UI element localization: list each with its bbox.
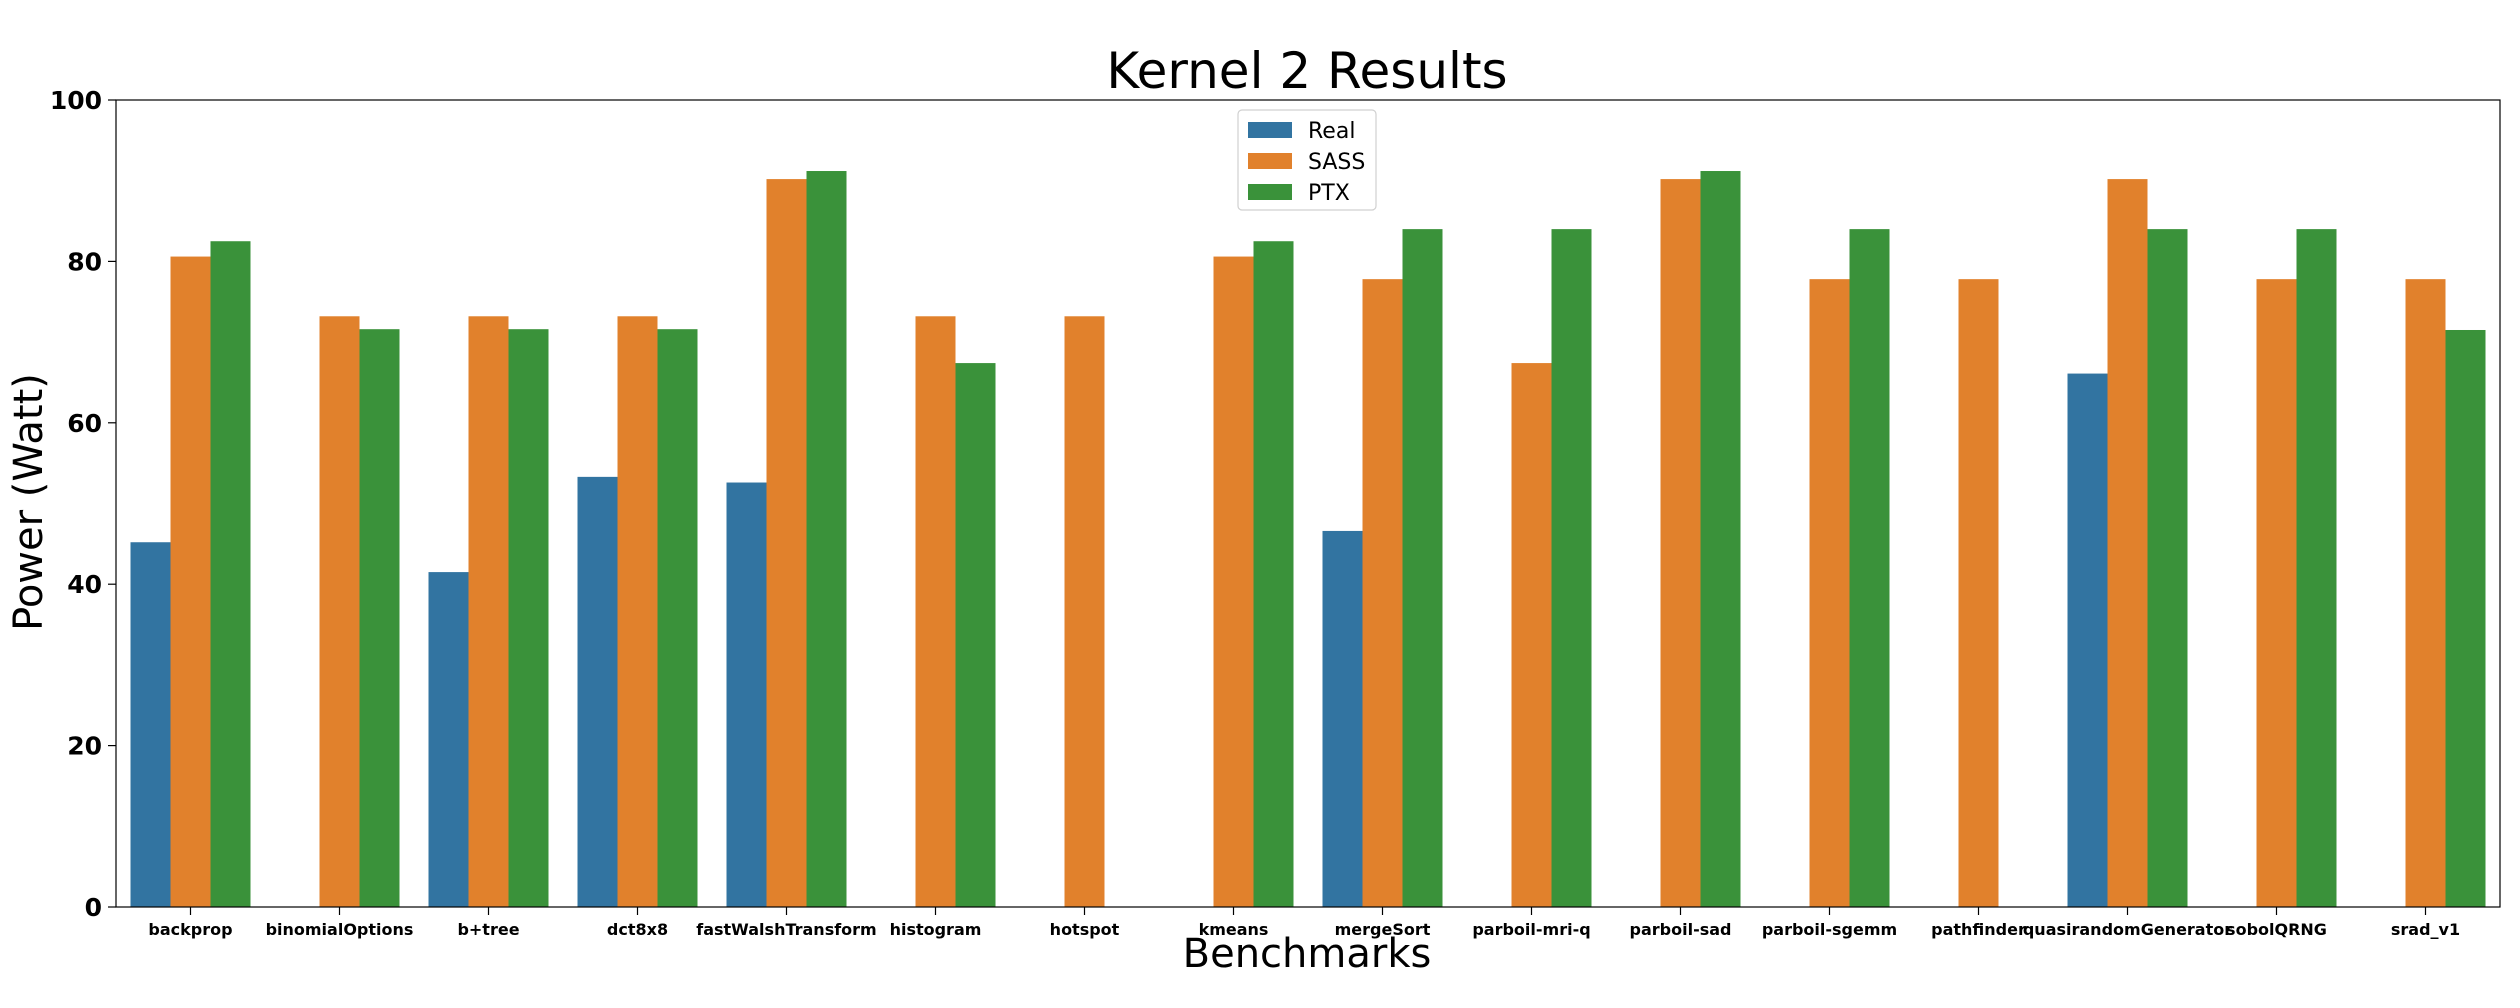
y-tick-label: 40 (67, 570, 102, 599)
bars-layer (130, 171, 2486, 908)
bar-ptx-binomialoptions (359, 329, 400, 907)
bar-real-mergesort (1322, 530, 1363, 907)
x-tick-label: pathfinder (1931, 920, 2026, 939)
axes-layer: 0 20 40 60 80 100 backprop binomialOptions b+tre… (50, 86, 2501, 939)
bar-sass-sobolqrng (2256, 279, 2297, 907)
bar-ptx-quasirandomgenerator (2147, 229, 2188, 907)
x-tick-label: sobolQRNG (2226, 920, 2327, 939)
x-tick-label: srad_v1 (2391, 920, 2460, 939)
bar-ptx-histogram (955, 363, 996, 907)
legend-label-ptx: PTX (1308, 181, 1350, 206)
bar-sass-pathfinder (1958, 279, 1999, 907)
bar-ptx-kmeans (1253, 241, 1294, 908)
x-tick-label: histogram (890, 920, 982, 939)
bar-sass-fastwalshtransform (766, 179, 807, 907)
bar-real-fastwalshtransform (726, 482, 767, 907)
bar-real-b-tree (428, 572, 469, 907)
legend-swatch-real (1248, 122, 1292, 138)
x-tick-label: kmeans (1199, 920, 1269, 939)
x-tick-label: b+tree (457, 920, 519, 939)
bar-real-backprop (130, 542, 171, 907)
bar-ptx-backprop (210, 241, 251, 908)
bar-ptx-parboil-sad (1700, 171, 1741, 908)
bar-sass-quasirandomgenerator (2107, 179, 2148, 907)
bar-sass-hotspot (1064, 316, 1105, 907)
bar-real-dct8x8 (577, 476, 618, 907)
bar-real-quasirandomgenerator (2067, 373, 2108, 907)
bar-sass-b-tree (468, 316, 509, 907)
legend: Real SASS PTX (1237, 109, 1377, 211)
y-axis-label: Power (Watt) (6, 373, 52, 631)
bar-ptx-parboil-mri-q (1551, 229, 1592, 907)
bar-sass-parboil-sgemm (1809, 279, 1850, 907)
bar-sass-parboil-mri-q (1511, 363, 1552, 907)
chart-title: Kernel 2 Results (1106, 42, 1507, 100)
bar-ptx-parboil-sgemm (1849, 229, 1890, 907)
bar-ptx-sobolqrng (2296, 229, 2337, 907)
x-tick-label: fastWalshTransform (696, 920, 876, 939)
x-axis-label: Benchmarks (1183, 931, 1432, 977)
bar-sass-mergesort (1362, 279, 1403, 907)
bar-ptx-srad-v1 (2445, 329, 2486, 907)
x-tick-label: binomialOptions (266, 920, 414, 939)
legend-label-real: Real (1308, 119, 1355, 144)
bar-ptx-mergesort (1402, 229, 1443, 907)
bar-sass-srad-v1 (2405, 279, 2446, 907)
bar-sass-parboil-sad (1660, 179, 1701, 907)
bar-sass-dct8x8 (617, 316, 658, 907)
x-tick-label: parboil-sgemm (1762, 920, 1897, 939)
plot-frame (115, 99, 2501, 908)
legend-swatch-sass (1248, 153, 1292, 169)
y-tick-label: 60 (67, 409, 102, 438)
y-tick-label: 0 (85, 893, 102, 922)
legend-swatch-ptx (1248, 184, 1292, 200)
bar-sass-histogram (915, 316, 956, 907)
x-tick-label: parboil-mri-q (1472, 920, 1590, 939)
x-tick-label: parboil-sad (1630, 920, 1732, 939)
x-tick-label: quasirandomGenerator (2023, 920, 2232, 939)
bar-ptx-b-tree (508, 329, 549, 907)
bar-ptx-fastwalshtransform (806, 171, 847, 908)
x-tick-label: dct8x8 (607, 920, 668, 939)
y-tick-label: 20 (67, 732, 102, 761)
y-tick-label: 100 (50, 86, 102, 115)
x-tick-label: backprop (148, 920, 232, 939)
bar-sass-kmeans (1213, 256, 1254, 908)
y-tick-label: 80 (67, 247, 102, 276)
x-tick-label: hotspot (1050, 920, 1120, 939)
bar-ptx-dct8x8 (657, 329, 698, 907)
legend-label-sass: SASS (1308, 150, 1365, 175)
x-tick-label: mergeSort (1335, 920, 1431, 939)
bar-sass-binomialoptions (319, 316, 360, 907)
bar-sass-backprop (170, 256, 211, 908)
